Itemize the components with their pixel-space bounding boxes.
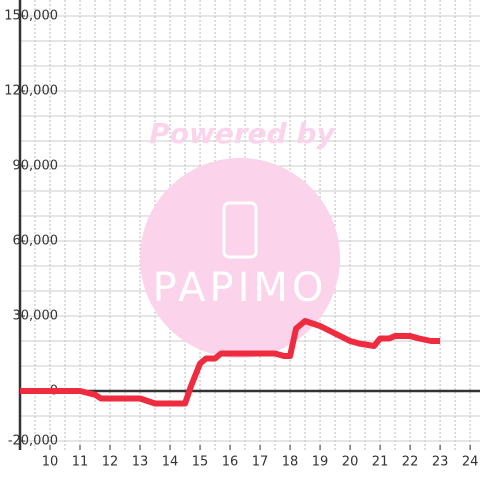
x-tick-label: 23 <box>432 455 449 470</box>
x-tick-label: 16 <box>222 455 239 470</box>
data-line <box>20 318 441 407</box>
watermark-logo: PAPIMO <box>153 265 328 311</box>
y-tick-label: 90,000 <box>13 159 59 174</box>
x-tick-label: 12 <box>102 455 119 470</box>
x-tick-label: 15 <box>192 455 209 470</box>
x-tick-label: 21 <box>372 455 389 470</box>
x-tick-label: 20 <box>342 455 359 470</box>
x-tick-label: 18 <box>282 455 299 470</box>
y-tick-label: 120,000 <box>4 84 58 99</box>
x-tick-label: 11 <box>72 455 89 470</box>
x-tick-label: 19 <box>312 455 329 470</box>
x-tick-label: 22 <box>402 455 419 470</box>
x-tick-label: 10 <box>42 455 59 470</box>
x-tick-label: 14 <box>162 455 179 470</box>
watermark-phone-icon <box>222 201 258 259</box>
x-tick-label: 13 <box>132 455 149 470</box>
x-tick-label: 17 <box>252 455 269 470</box>
y-tick-label: 150,000 <box>4 9 58 24</box>
y-tick-label: 30,000 <box>13 309 59 324</box>
watermark-title: Powered by <box>149 117 336 150</box>
x-tick-label: 24 <box>462 455 479 470</box>
y-tick-label: 60,000 <box>13 234 59 249</box>
